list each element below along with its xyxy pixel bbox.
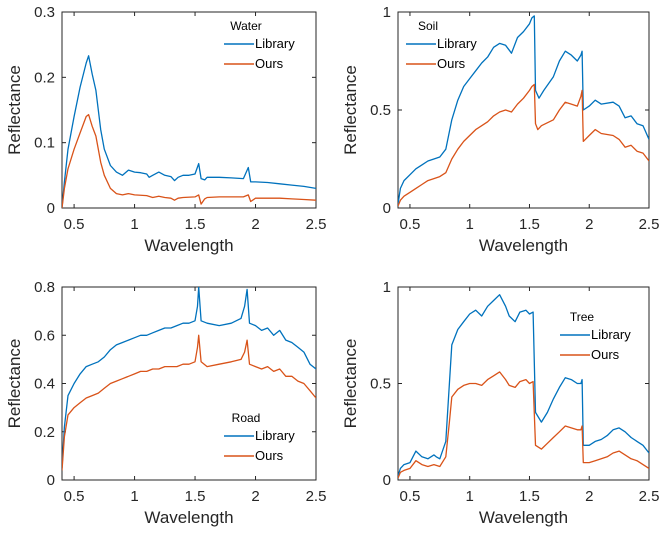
legend: Tree Library Ours: [560, 310, 631, 362]
axes-box: [397, 286, 650, 481]
x-axis-label: Wavelength: [479, 508, 568, 527]
y-tick-label: 0: [383, 472, 391, 489]
legend-label-ours: Ours: [255, 448, 284, 463]
legend-label-ours: Ours: [591, 347, 620, 362]
series-line-library: [62, 55, 316, 208]
y-tick-label: 0: [383, 200, 391, 217]
x-tick-label: 2.5: [306, 216, 327, 233]
axes-box: [61, 11, 317, 209]
series-line-library: [62, 287, 316, 468]
legend-label-library: Library: [255, 36, 295, 51]
x-tick-label: 2: [251, 488, 259, 505]
legend-label-library: Library: [437, 36, 477, 51]
x-axis-label: Wavelength: [144, 236, 233, 255]
chart-panel-soil: 0.5 1 1.5 2 2.5 0 0.5 1 Wavelength Reflectance Soi…: [341, 4, 659, 255]
y-axis-label: Reflectance: [341, 65, 360, 155]
legend-label-library: Library: [255, 428, 295, 443]
x-tick-label: 1.5: [519, 488, 540, 505]
x-tick-label: 1.5: [185, 488, 206, 505]
x-tick-label: 0.5: [400, 216, 421, 233]
x-axis-label: Wavelength: [144, 508, 233, 527]
series-line-ours: [398, 371, 649, 479]
x-tick-label: 0.5: [400, 488, 421, 505]
y-tick-label: 1: [383, 4, 391, 21]
x-tick-label: 2.5: [639, 216, 660, 233]
series-line-ours: [62, 334, 316, 471]
x-tick-label: 1: [130, 488, 138, 505]
legend-label-ours: Ours: [437, 56, 466, 71]
y-axis-label: Reflectance: [5, 339, 24, 429]
x-tick-label: 1: [130, 216, 138, 233]
x-tick-label: 0.5: [64, 488, 85, 505]
y-tick-label: 0: [47, 472, 55, 489]
y-tick-label: 0.1: [34, 135, 55, 152]
y-tick-label: 0.5: [370, 376, 391, 393]
legend: Water Library Ours: [224, 19, 295, 71]
x-tick-label: 2: [251, 216, 259, 233]
y-tick-label: 0.6: [34, 327, 55, 344]
y-tick-label: 0.8: [34, 279, 55, 296]
legend-label-ours: Ours: [255, 56, 284, 71]
series-line-library: [398, 15, 649, 205]
y-axis-label: Reflectance: [5, 65, 24, 155]
y-tick-label: 0.2: [34, 69, 55, 86]
y-tick-label: 0: [47, 200, 55, 217]
series-line-ours: [398, 83, 649, 207]
chart-panel-tree: 0.5 1 1.5 2 2.5 0 0.5 1 Wavelength Reflectance Tre…: [341, 279, 659, 527]
x-tick-label: 1: [466, 488, 474, 505]
series-line-library: [398, 294, 649, 477]
x-tick-label: 1.5: [185, 216, 206, 233]
y-tick-label: 0.5: [370, 102, 391, 119]
series-line-ours: [62, 113, 316, 208]
legend-title: Water: [230, 19, 262, 33]
y-tick-label: 0.3: [34, 4, 55, 21]
y-tick-label: 0.4: [34, 376, 55, 393]
legend: Road Library Ours: [224, 411, 295, 463]
legend-title: Road: [232, 411, 261, 425]
chart-panel-road: 0.5 1 1.5 2 2.5 0 0.2 0.4 0.6 0.8 Wavelength Reflec…: [5, 279, 326, 527]
legend: Soil Library Ours: [406, 19, 477, 71]
y-tick-label: 1: [383, 279, 391, 296]
x-tick-label: 2.5: [639, 488, 660, 505]
x-tick-label: 1: [466, 216, 474, 233]
y-tick-label: 0.2: [34, 424, 55, 441]
x-axis-label: Wavelength: [479, 236, 568, 255]
y-axis-label: Reflectance: [341, 339, 360, 429]
x-tick-label: 2: [585, 488, 593, 505]
x-tick-label: 2: [585, 216, 593, 233]
x-tick-label: 0.5: [64, 216, 85, 233]
chart-panel-water: 0.5 1 1.5 2 2.5 0 0.1 0.2 0.3 Wavelength Reflectan…: [5, 4, 326, 255]
legend-title: Tree: [570, 310, 595, 324]
legend-label-library: Library: [591, 327, 631, 342]
x-tick-label: 2.5: [306, 488, 327, 505]
x-tick-label: 1.5: [519, 216, 540, 233]
legend-title: Soil: [418, 19, 438, 33]
